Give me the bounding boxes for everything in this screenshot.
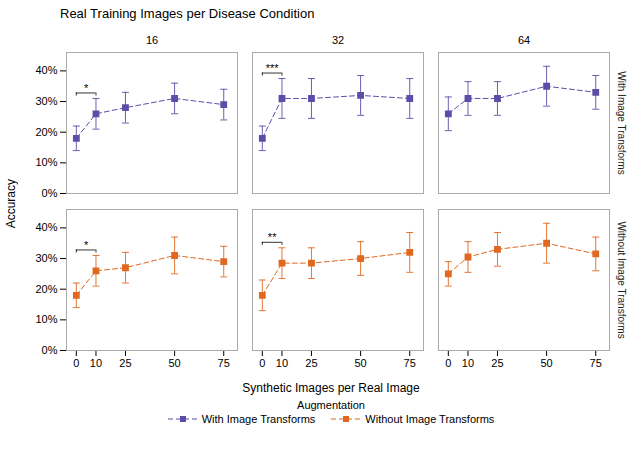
svg-text:75: 75 (404, 357, 416, 369)
svg-text:50: 50 (354, 357, 366, 369)
svg-text:10: 10 (90, 357, 102, 369)
svg-text:Without Image Transforms: Without Image Transforms (616, 221, 627, 338)
svg-text:20%: 20% (35, 283, 57, 295)
svg-text:0: 0 (73, 357, 79, 369)
svg-text:32: 32 (332, 34, 344, 46)
html-text:Without Image Transforms: Without Image Transforms (365, 413, 495, 425)
svg-text:40%: 40% (35, 221, 57, 233)
html-text:Synthetic Images per Real Imag: Synthetic Images per Real Image (242, 381, 420, 395)
svg-text:64: 64 (518, 34, 530, 46)
svg-text:0: 0 (259, 357, 265, 369)
html-text:Accuracy: Accuracy (4, 178, 18, 229)
svg-text:25: 25 (491, 357, 503, 369)
svg-text:16: 16 (146, 34, 158, 46)
svg-text:50: 50 (540, 357, 552, 369)
svg-text:75: 75 (218, 357, 230, 369)
html-text:Augmentation: Augmentation (297, 399, 365, 411)
svg-text:10%: 10% (35, 156, 57, 168)
svg-text:20%: 20% (35, 126, 57, 138)
svg-text:50: 50 (168, 357, 180, 369)
html-text:With Image Transforms: With Image Transforms (201, 413, 316, 425)
svg-text:25: 25 (119, 357, 131, 369)
svg-text:10: 10 (276, 357, 288, 369)
svg-text:*: * (84, 239, 89, 251)
svg-text:0%: 0% (42, 187, 58, 199)
svg-text:With Image Transforms: With Image Transforms (616, 71, 627, 174)
html-text:Real Training Images per Disea: Real Training Images per Disease Conditi… (60, 6, 315, 21)
svg-text:10%: 10% (35, 313, 57, 325)
svg-text:30%: 30% (35, 95, 57, 107)
svg-text:25: 25 (305, 357, 317, 369)
svg-text:0: 0 (445, 357, 451, 369)
svg-text:**: ** (268, 231, 277, 243)
svg-text:75: 75 (590, 357, 602, 369)
svg-text:40%: 40% (35, 64, 57, 76)
svg-text:***: *** (266, 62, 280, 74)
svg-text:0%: 0% (42, 344, 58, 356)
svg-text:*: * (84, 82, 89, 94)
svg-text:10: 10 (462, 357, 474, 369)
svg-text:30%: 30% (35, 252, 57, 264)
